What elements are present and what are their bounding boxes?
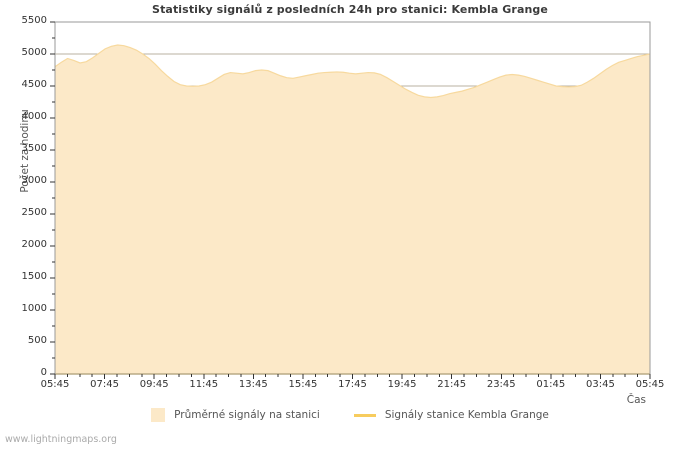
- y-tick-label: 5500: [21, 15, 47, 26]
- x-tick-label: 21:45: [437, 379, 467, 390]
- y-tick-label: 3500: [21, 143, 47, 154]
- y-tick-label: 5000: [21, 47, 47, 58]
- x-axis-label: Čas: [626, 394, 646, 406]
- x-tick-label: 01:45: [536, 379, 566, 390]
- y-tick-label: 2000: [21, 239, 47, 250]
- x-tick-label: 05:45: [635, 379, 665, 390]
- chart-legend: Průměrné signály na stanici Signály stan…: [0, 408, 700, 422]
- y-tick-label: 2500: [21, 207, 47, 218]
- y-tick-label: 4500: [21, 79, 47, 90]
- x-tick-label: 03:45: [585, 379, 615, 390]
- watermark: www.lightningmaps.org: [5, 434, 117, 445]
- x-tick-label: 11:45: [189, 379, 219, 390]
- y-tick-label: 1500: [21, 271, 47, 282]
- x-tick-label: 13:45: [238, 379, 268, 390]
- x-tick-label: 05:45: [40, 379, 70, 390]
- x-tick-label: 19:45: [387, 379, 417, 390]
- y-tick-label: 3000: [21, 175, 47, 186]
- y-tick-label: 0: [40, 367, 47, 378]
- x-tick-label: 15:45: [288, 379, 318, 390]
- legend-label-average: Průměrné signály na stanici: [174, 409, 320, 421]
- y-tick-label: 4000: [21, 111, 47, 122]
- chart-title: Statistiky signálů z posledních 24h pro …: [152, 3, 548, 16]
- legend-item-station: Signály stanice Kembla Grange: [353, 409, 549, 421]
- legend-swatch-area-icon: [151, 408, 166, 422]
- x-tick-label: 23:45: [486, 379, 516, 390]
- x-tick-label: 17:45: [338, 379, 367, 390]
- legend-label-station: Signály stanice Kembla Grange: [384, 409, 549, 421]
- y-tick-label: 1000: [21, 303, 47, 314]
- y-tick-label: 500: [27, 335, 47, 346]
- x-tick-label: 07:45: [90, 379, 119, 390]
- legend-swatch-line-icon: [353, 413, 376, 417]
- x-tick-label: 09:45: [139, 379, 169, 390]
- legend-item-average: Průměrné signály na stanici: [151, 408, 320, 422]
